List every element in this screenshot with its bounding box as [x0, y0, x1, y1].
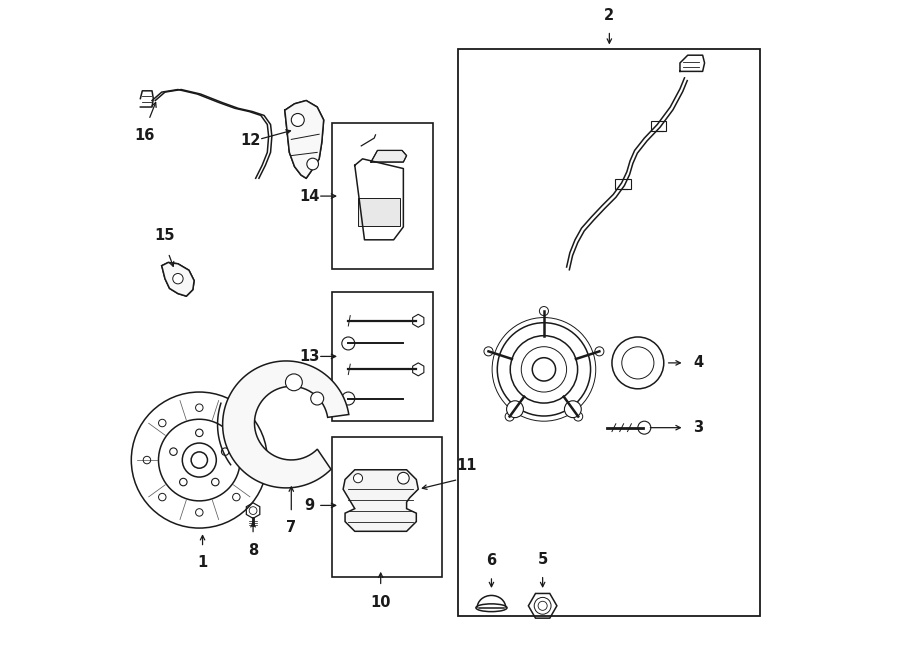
- Circle shape: [173, 274, 183, 284]
- Text: 11: 11: [456, 458, 477, 473]
- Text: 4: 4: [693, 356, 703, 370]
- Circle shape: [310, 392, 324, 405]
- Text: 8: 8: [248, 543, 258, 558]
- Polygon shape: [371, 151, 407, 162]
- Text: 6: 6: [486, 553, 497, 568]
- Text: 16: 16: [134, 128, 155, 143]
- Bar: [332, 292, 433, 421]
- Circle shape: [285, 374, 302, 391]
- Text: 13: 13: [299, 349, 320, 364]
- Text: 3: 3: [693, 420, 703, 435]
- Text: 14: 14: [299, 188, 320, 204]
- Text: 15: 15: [155, 228, 176, 243]
- Bar: [651, 121, 666, 131]
- Text: 7: 7: [286, 520, 296, 535]
- Circle shape: [354, 474, 363, 483]
- Circle shape: [507, 401, 524, 418]
- Text: 9: 9: [304, 498, 314, 513]
- Text: 12: 12: [240, 134, 261, 148]
- Polygon shape: [343, 470, 418, 531]
- Polygon shape: [358, 198, 401, 225]
- Bar: [332, 438, 442, 576]
- Bar: [458, 49, 760, 615]
- Text: 1: 1: [197, 555, 208, 570]
- Bar: [332, 123, 433, 269]
- Polygon shape: [222, 361, 349, 488]
- Circle shape: [292, 114, 304, 126]
- Circle shape: [398, 473, 410, 484]
- Circle shape: [307, 158, 319, 170]
- Text: 5: 5: [537, 552, 548, 567]
- Text: 2: 2: [604, 8, 615, 22]
- Polygon shape: [162, 262, 194, 296]
- Bar: [616, 179, 631, 189]
- Circle shape: [564, 401, 581, 418]
- Polygon shape: [284, 100, 324, 178]
- Text: 10: 10: [371, 595, 391, 610]
